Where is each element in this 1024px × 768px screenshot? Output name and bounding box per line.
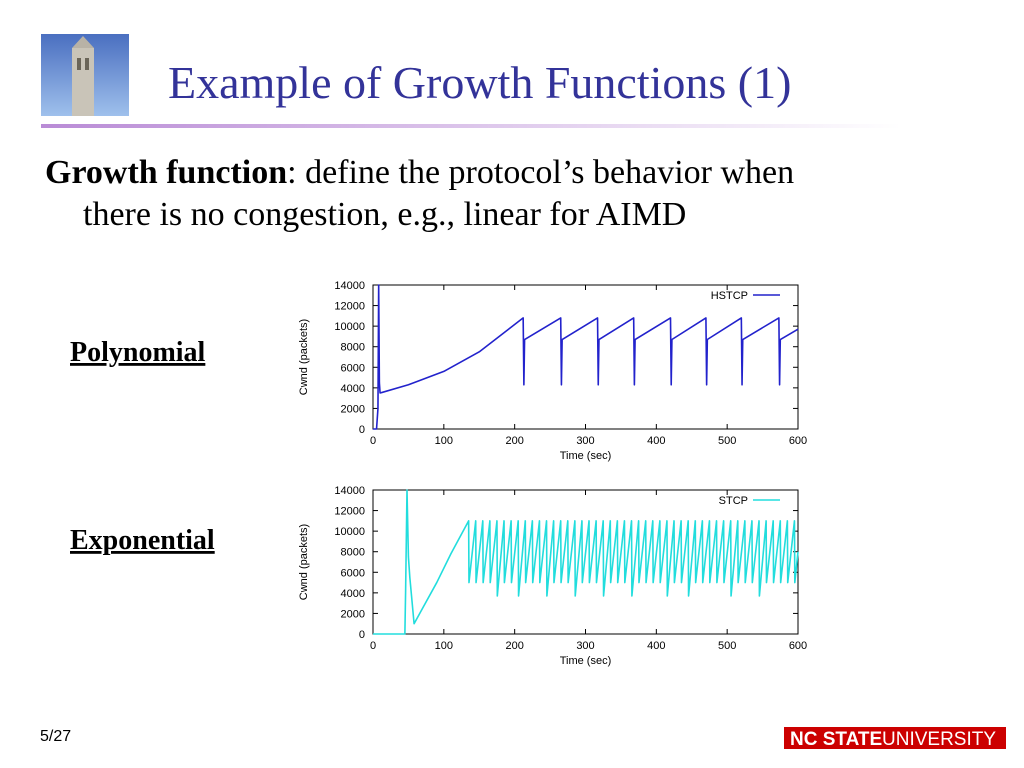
y-tick-label: 2000 [341, 608, 365, 620]
x-tick-label: 500 [718, 435, 736, 447]
y-axis-label: Cwnd (packets) [298, 524, 310, 600]
x-axis-label: Time (sec) [560, 655, 612, 667]
x-tick-label: 300 [576, 435, 594, 447]
x-axis-label: Time (sec) [560, 450, 612, 462]
definition: : define the protocol’s behavior when [287, 154, 794, 191]
y-tick-label: 14000 [334, 280, 365, 292]
y-tick-label: 6000 [341, 567, 365, 579]
plot-frame [372, 284, 799, 430]
body-line: there is no congestion, e.g., linear for… [83, 196, 686, 233]
x-tick-label: 0 [370, 640, 376, 652]
logo-image [41, 34, 129, 116]
x-tick-label: 100 [435, 435, 453, 447]
y-tick-label: 4000 [341, 588, 365, 600]
y-tick-label: 6000 [341, 362, 365, 374]
university-logo: NC STATE UNIVERSITY [784, 727, 1006, 750]
x-tick-label: 400 [647, 640, 665, 652]
y-tick-label: 14000 [334, 485, 365, 497]
x-tick-label: 400 [647, 435, 665, 447]
y-tick-label: 2000 [341, 403, 365, 415]
data-line [373, 284, 799, 430]
x-tick-label: 600 [789, 640, 807, 652]
y-axis-label: Cwnd (packets) [298, 319, 310, 395]
logo-text: NC STATE [790, 729, 882, 750]
y-tick-label: 12000 [334, 301, 365, 313]
logo-text: UNIVERSITY [882, 729, 996, 750]
title-rule [41, 124, 901, 128]
y-tick-label: 0 [359, 424, 365, 436]
y-tick-label: 10000 [334, 321, 365, 333]
y-tick-label: 10000 [334, 526, 365, 538]
legend-label: STCP [719, 495, 748, 507]
legend-label: HSTCP [711, 290, 748, 302]
y-tick-label: 8000 [341, 342, 365, 354]
page-number: 5/27 [40, 728, 71, 745]
x-tick-label: 0 [370, 435, 376, 447]
y-tick-label: 8000 [341, 547, 365, 559]
x-tick-label: 600 [789, 435, 807, 447]
x-tick-label: 300 [576, 640, 594, 652]
x-tick-label: 200 [505, 435, 523, 447]
x-tick-label: 200 [505, 640, 523, 652]
body-line: Growth function: define the protocol’s b… [45, 154, 794, 191]
y-tick-label: 0 [359, 629, 365, 641]
chart-label: Exponential [70, 525, 215, 556]
x-tick-label: 500 [718, 640, 736, 652]
data-line [373, 489, 799, 635]
slide-title: Example of Growth Functions (1) [168, 57, 791, 108]
x-tick-label: 100 [435, 640, 453, 652]
y-tick-label: 4000 [341, 383, 365, 395]
y-tick-label: 12000 [334, 506, 365, 518]
term: Growth function [45, 154, 287, 191]
chart-label: Polynomial [70, 337, 206, 368]
